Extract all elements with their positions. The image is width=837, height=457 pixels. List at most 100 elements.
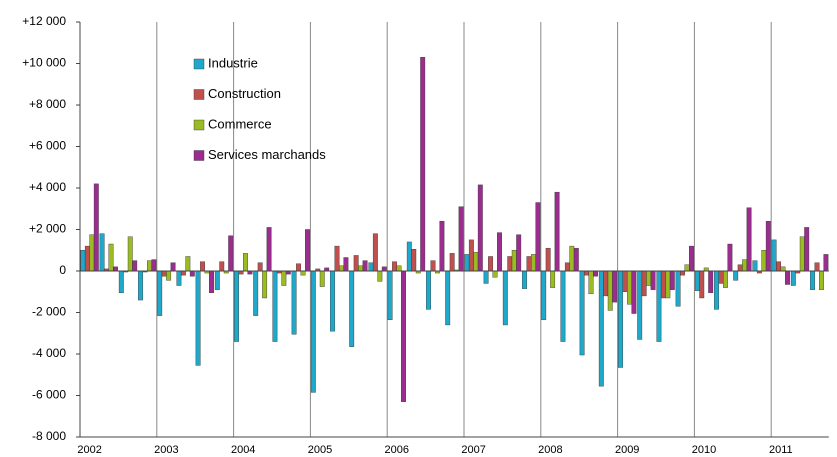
bar xyxy=(93,183,99,272)
bar xyxy=(464,254,470,272)
bar xyxy=(723,270,728,288)
bar xyxy=(607,270,613,311)
bar xyxy=(541,270,547,320)
bar xyxy=(804,227,810,272)
x-tick-label: 2003 xyxy=(154,444,178,456)
bar xyxy=(584,270,590,276)
bar xyxy=(488,256,493,272)
bar xyxy=(660,270,666,299)
bar xyxy=(368,262,374,272)
legend-swatch xyxy=(193,58,205,70)
bar xyxy=(362,260,368,272)
bar xyxy=(665,270,671,299)
bar xyxy=(426,270,431,310)
x-tick-label: 2007 xyxy=(461,444,485,456)
bar xyxy=(603,270,609,297)
bar xyxy=(300,270,306,276)
bar xyxy=(334,245,340,272)
bar xyxy=(80,250,86,272)
bar xyxy=(780,266,786,272)
x-tick-label: 2005 xyxy=(308,444,332,456)
bar xyxy=(641,270,647,297)
bar xyxy=(771,239,777,272)
bar xyxy=(714,270,719,310)
bar xyxy=(291,270,297,335)
bar xyxy=(535,202,541,272)
bar xyxy=(257,262,263,272)
bar xyxy=(358,265,364,272)
bar xyxy=(262,270,268,299)
bar xyxy=(339,265,344,272)
bar xyxy=(819,270,824,290)
x-tick-label: 2011 xyxy=(769,444,793,456)
bar xyxy=(522,270,527,289)
bar xyxy=(189,270,195,277)
bar xyxy=(84,245,90,272)
bar xyxy=(564,262,570,272)
y-tick-label: +6 000 xyxy=(29,139,66,153)
bar xyxy=(680,270,686,276)
bar xyxy=(214,270,220,290)
bar xyxy=(185,256,191,272)
bar xyxy=(776,261,782,272)
bar xyxy=(392,261,397,272)
bar xyxy=(694,270,700,291)
legend-swatch xyxy=(193,89,205,100)
bar xyxy=(113,266,118,272)
bar xyxy=(511,250,517,272)
legend-label: Construction xyxy=(208,86,281,101)
bar xyxy=(387,270,393,320)
bar xyxy=(718,270,724,284)
bar xyxy=(89,234,95,272)
bar xyxy=(560,270,566,342)
bar xyxy=(569,245,575,272)
bar xyxy=(228,235,234,272)
bar xyxy=(675,270,681,307)
legend-label: Industrie xyxy=(208,55,258,70)
bar xyxy=(708,270,714,293)
bar xyxy=(138,270,143,301)
bar xyxy=(814,262,820,272)
bar xyxy=(377,270,383,282)
bar xyxy=(598,270,604,387)
legend-swatch xyxy=(193,119,205,131)
legend-label: Commerce xyxy=(208,116,272,131)
y-tick-label: -6 000 xyxy=(32,388,66,402)
y-tick-label: +12 000 xyxy=(22,14,66,28)
bar xyxy=(790,270,796,286)
bar xyxy=(483,270,489,284)
bar xyxy=(99,233,105,272)
legend: Industrie Construction Commerce Services ma… xyxy=(193,55,326,162)
bar xyxy=(799,236,805,272)
x-tick-label: 2008 xyxy=(538,444,562,456)
bar xyxy=(646,270,652,286)
y-tick-label: +10 000 xyxy=(22,56,66,70)
bar xyxy=(176,270,182,286)
bar xyxy=(401,270,406,402)
bar xyxy=(627,270,632,305)
bar xyxy=(445,270,451,326)
bar xyxy=(531,254,536,272)
bar xyxy=(420,57,426,272)
bar xyxy=(108,243,114,272)
bar xyxy=(161,270,167,277)
x-tick-label: 2010 xyxy=(692,444,716,456)
bar xyxy=(612,270,618,303)
legend-swatch xyxy=(193,150,205,161)
bar xyxy=(761,250,767,272)
y-tick-label: -8 000 xyxy=(32,429,66,443)
y-tick-label: +4 000 xyxy=(29,180,66,194)
bar xyxy=(737,264,743,272)
bar xyxy=(411,249,417,272)
y-tick-label: 0 xyxy=(59,263,66,277)
bar xyxy=(579,270,585,356)
bar xyxy=(473,252,479,272)
bar xyxy=(219,261,225,272)
bar xyxy=(310,270,316,393)
bar xyxy=(343,257,349,272)
bar xyxy=(439,220,445,272)
x-tick-label: 2006 xyxy=(385,444,409,456)
bar xyxy=(477,184,483,272)
bar xyxy=(618,270,623,368)
y-tick-label: -2 000 xyxy=(32,305,66,319)
